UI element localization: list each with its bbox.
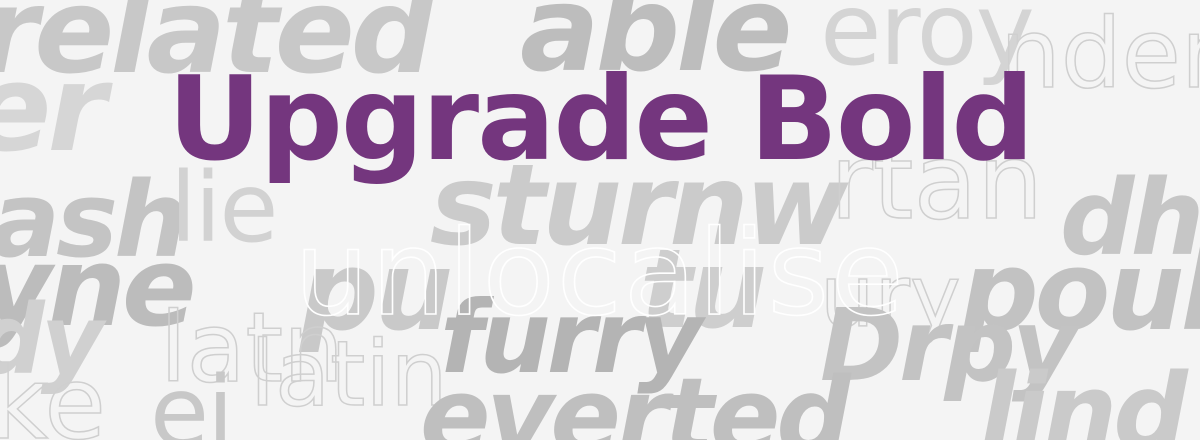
bg-word: tu	[640, 225, 767, 353]
headline-upgrade-bold: Upgrade Bold	[167, 52, 1035, 187]
bg-word: ash	[0, 159, 188, 281]
bg-word: eroy	[820, 0, 1035, 88]
bg-word: lind	[980, 351, 1188, 440]
bg-word: everted	[420, 355, 851, 440]
bg-word: ury	[819, 247, 961, 347]
bg-word: sturnw	[430, 141, 848, 271]
bg-word: dhy	[1060, 157, 1200, 279]
bg-word: pu	[300, 227, 453, 355]
bg-word: ei	[150, 356, 234, 440]
bg-word: yne	[0, 223, 197, 351]
bg-word: ndero	[999, 0, 1200, 110]
bg-word: able	[520, 0, 793, 98]
bg-word: poul	[960, 227, 1200, 355]
subline-outline-word: unlocalise	[293, 204, 906, 342]
bg-word: rtan	[829, 121, 1044, 243]
bg-word: lie	[170, 152, 278, 264]
bg-word: dy	[0, 284, 103, 396]
bg-word: er	[0, 40, 107, 179]
bg-word: latin	[249, 322, 448, 427]
bg-word: related	[0, 0, 435, 100]
bg-word: Drpy	[820, 287, 1077, 404]
bg-word: furry	[440, 279, 703, 396]
bg-word: ke	[0, 345, 107, 440]
bg-word: latn	[159, 292, 344, 404]
